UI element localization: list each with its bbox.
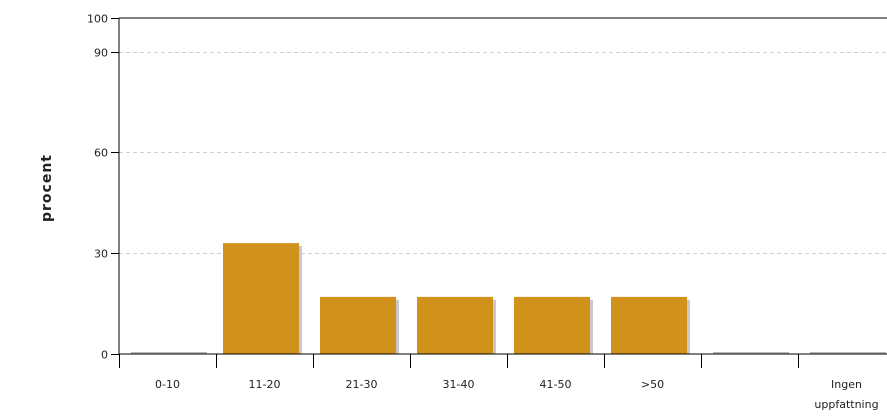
y-axis-label: procent	[39, 154, 55, 222]
bar-zero	[810, 352, 886, 354]
bar	[611, 296, 687, 354]
bar	[320, 296, 396, 354]
x-tick-label: Ingen	[831, 378, 862, 391]
x-axis-ticks: 0-10 11-20 21-30 31-40 41-50 >50 Ingen uppfattn…	[119, 354, 879, 411]
x-tick-label: >50	[641, 378, 664, 391]
x-tick-label: uppfattning	[814, 398, 878, 411]
x-tick-label: 21-30	[346, 378, 378, 391]
x-tick-label: 11-20	[249, 378, 281, 391]
bar-zero	[713, 352, 789, 354]
x-tick-label: 0-10	[155, 378, 180, 391]
axes	[118, 17, 887, 355]
bar	[223, 243, 299, 354]
bar	[514, 296, 590, 354]
y-tick-label: 60	[94, 147, 108, 160]
bar-zero	[131, 352, 207, 354]
y-axis-ticks: 0 30 60 90 100	[87, 13, 119, 362]
gridlines	[119, 52, 887, 254]
y-tick-label: 0	[101, 349, 108, 362]
x-tick-label: 31-40	[443, 378, 475, 391]
y-tick-label: 30	[94, 248, 108, 261]
y-tick-label: 100	[87, 13, 108, 26]
y-tick-label: 90	[94, 47, 108, 60]
x-tick-label: 41-50	[540, 378, 572, 391]
bars	[131, 243, 886, 354]
bar	[417, 296, 493, 354]
